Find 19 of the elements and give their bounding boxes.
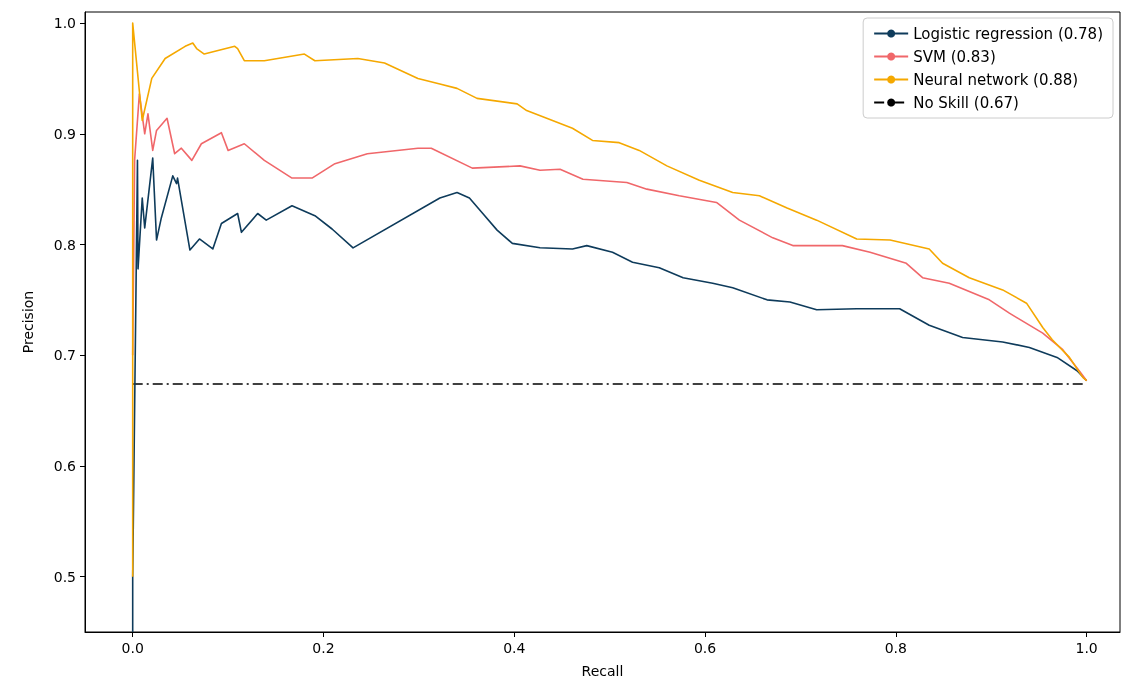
y-tick-label: 0.6 (53, 457, 77, 474)
y-tick-label: 0.8 (53, 236, 76, 253)
x-tick-label: 0.2 (312, 640, 335, 656)
y-tick-label: 1.0 (53, 15, 76, 32)
y-axis-title: Precision (20, 290, 36, 354)
legend-label: No Skill (0.67) (913, 93, 1019, 112)
legend-label: Neural network (0.88) (913, 70, 1079, 89)
x-tick-label: 0.6 (693, 640, 717, 656)
y-tick-label: 0.7 (53, 347, 76, 364)
x-tick-label: 0.8 (884, 640, 907, 656)
x-tick-label: 0.0 (121, 640, 144, 656)
legend-label: SVM (0.83) (913, 47, 996, 66)
legend-label: Logistic regression (0.78) (913, 24, 1103, 43)
x-tick-label: 0.4 (503, 640, 526, 656)
x-tick-label: 1.0 (1075, 640, 1098, 656)
y-tick-label: 0.9 (53, 125, 76, 142)
x-axis-title: Recall (581, 663, 624, 679)
y-tick-label: 0.5 (53, 568, 76, 585)
line-series (131, 93, 1088, 382)
